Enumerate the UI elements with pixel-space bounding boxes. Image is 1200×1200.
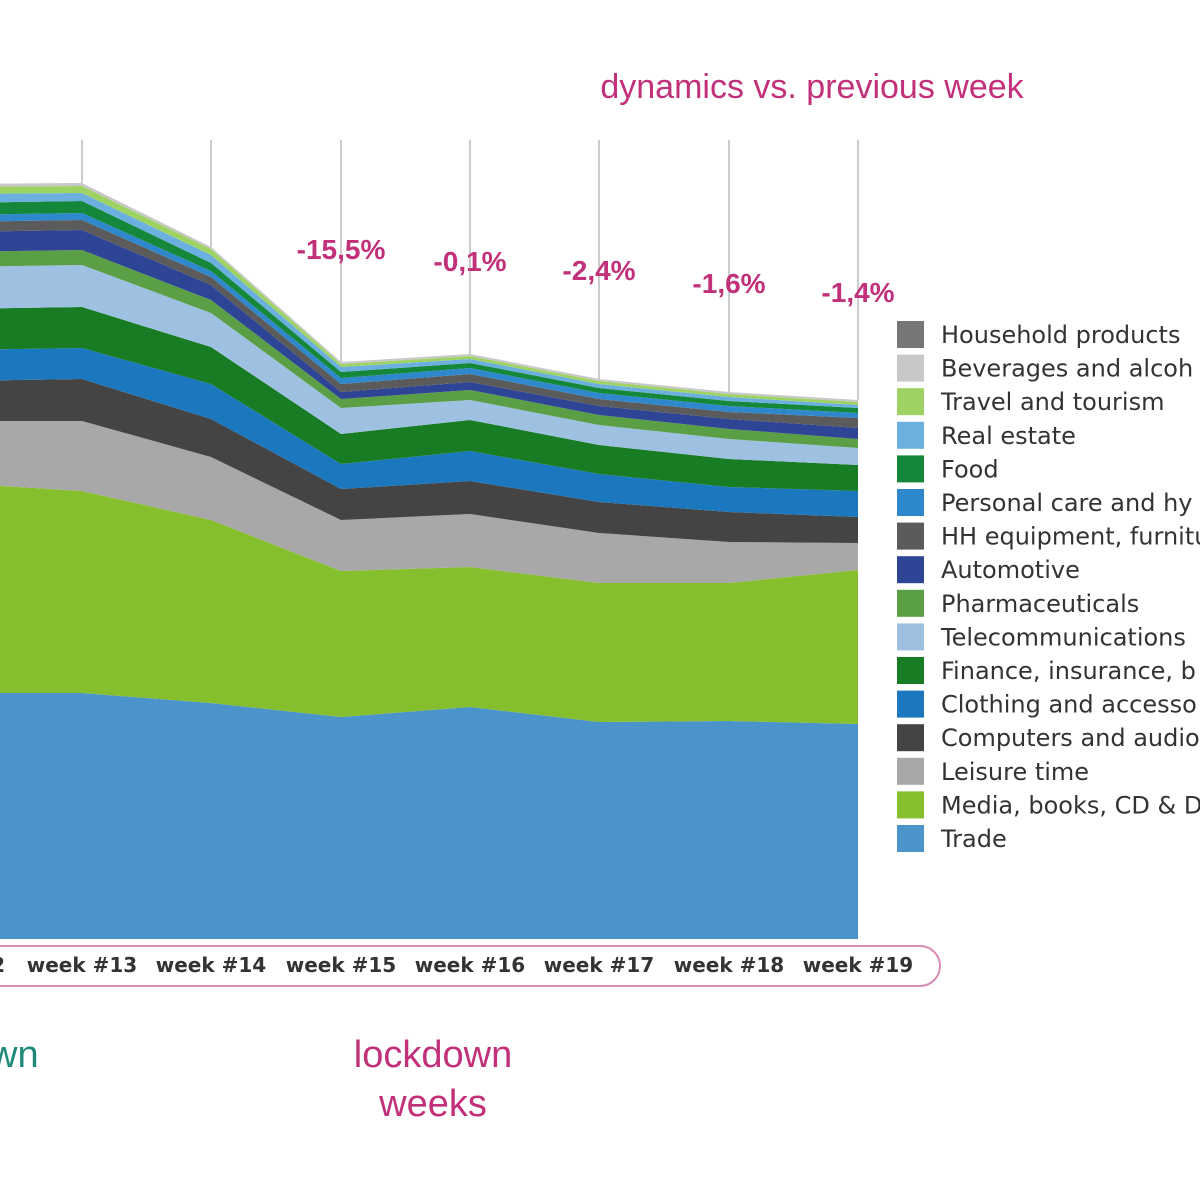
- legend-swatch: [897, 556, 924, 584]
- area-series-telecommunications: [0, 265, 858, 465]
- legend-label: Pharmaceuticals: [941, 590, 1139, 618]
- legend-label: Household products: [941, 321, 1180, 349]
- legend-swatch: [897, 623, 924, 651]
- legend-label: Computers and audio: [941, 724, 1200, 752]
- annotation-lockdown-line1: lockdown: [354, 1034, 512, 1076]
- legend: Household products Beverages and alcoh Tra…: [897, 321, 1200, 853]
- area-series-clothing-and-accessories: [0, 348, 858, 517]
- area-series-computers-and-audio: [0, 379, 858, 543]
- legend-label: HH equipment, furnitu: [941, 523, 1200, 551]
- legend-swatch: [897, 421, 924, 449]
- area-series-personal-care-and-hygiene: [0, 213, 858, 418]
- legend-label: Leisure time: [941, 758, 1089, 786]
- x-tick-label: week #19: [803, 953, 913, 977]
- weekly-change-labels: -15,5% -0,1% -2,4% -1,6% -1,4%: [297, 234, 895, 308]
- legend-swatch: [897, 522, 924, 550]
- legend-label: Beverages and alcoh: [941, 355, 1193, 383]
- area-series-finance-insurance-banking: [0, 307, 858, 491]
- legend-label: Finance, insurance, b: [941, 657, 1196, 685]
- annotation-left: wn: [0, 1034, 39, 1076]
- legend-label: Automotive: [941, 556, 1080, 584]
- area-series-real-estate: [0, 193, 858, 408]
- weekly-change-label: -0,1%: [433, 246, 506, 277]
- area-series-trade: [0, 693, 858, 939]
- legend-swatch: [897, 791, 924, 819]
- x-tick-label: 2: [0, 953, 5, 977]
- area-series-automotive: [0, 230, 858, 439]
- x-axis-tick-labels: 2 week #13 week #14 week #15 week #16 week #1…: [0, 953, 913, 977]
- x-tick-label: week #16: [415, 953, 525, 977]
- legend-swatch: [897, 724, 924, 752]
- legend-label: Telecommunications: [940, 623, 1186, 651]
- x-tick-label: week #17: [544, 953, 654, 977]
- legend-label: Food: [941, 455, 999, 483]
- x-tick-label: week #14: [156, 953, 266, 977]
- legend-swatch: [897, 757, 924, 785]
- weekly-change-label: -15,5%: [297, 234, 386, 265]
- legend-label: Travel and tourism: [940, 388, 1164, 416]
- area-series-media-books-cd-dvd: [0, 485, 858, 724]
- legend-label: Personal care and hy: [941, 489, 1192, 517]
- weekly-change-label: -1,6%: [692, 268, 765, 299]
- weekly-change-label: -1,4%: [821, 277, 894, 308]
- weekly-change-label: -2,4%: [562, 255, 635, 286]
- x-tick-label: week #15: [286, 953, 396, 977]
- legend-swatch: [897, 690, 924, 718]
- legend-swatch: [897, 388, 924, 416]
- legend-swatch: [897, 825, 924, 852]
- area-series-beverages-and-alcohol: [0, 183, 858, 402]
- legend-label: Clothing and accesso: [941, 691, 1197, 719]
- legend-label: Trade: [940, 825, 1007, 853]
- legend-swatch: [897, 455, 924, 483]
- legend-label: Media, books, CD & D: [941, 791, 1200, 819]
- week-separator-lines: [81, 140, 859, 400]
- area-series-leisure-time: [0, 421, 858, 583]
- legend-swatch: [897, 321, 924, 348]
- area-series-food: [0, 201, 858, 413]
- area-series-travel-and-tourism: [0, 186, 858, 405]
- legend-swatch: [897, 354, 924, 382]
- chart-heading: dynamics vs. previous week: [600, 68, 1024, 106]
- x-tick-label: week #13: [27, 953, 137, 977]
- x-axis-band: [0, 945, 941, 987]
- legend-label: Real estate: [941, 422, 1076, 450]
- legend-swatch: [897, 489, 924, 516]
- x-tick-label: week #18: [674, 953, 784, 977]
- annotation-lockdown-line2: weeks: [378, 1083, 487, 1125]
- area-layers: [0, 183, 858, 939]
- legend-swatch: [897, 589, 924, 617]
- legend-swatch: [897, 657, 924, 684]
